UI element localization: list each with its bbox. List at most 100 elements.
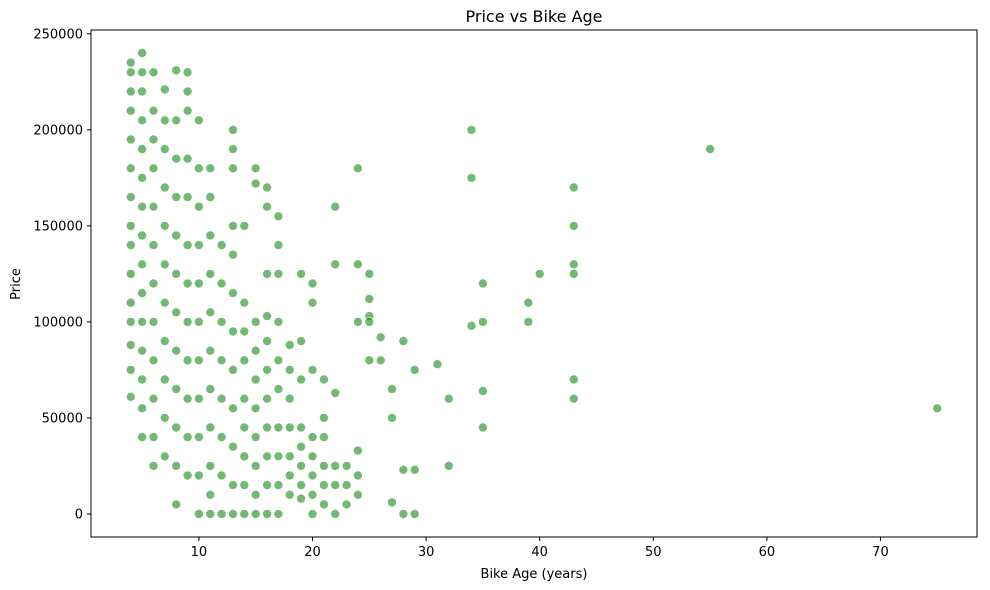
data-point <box>205 230 216 241</box>
data-point <box>137 86 147 97</box>
data-point <box>262 201 272 212</box>
data-point <box>205 489 216 500</box>
data-point <box>273 317 284 327</box>
data-point <box>148 105 159 116</box>
data-point <box>171 307 181 318</box>
data-point <box>932 403 943 414</box>
data-point <box>523 297 534 308</box>
data-point <box>194 278 204 289</box>
plot-area <box>90 29 978 538</box>
data-point <box>182 105 193 116</box>
data-point <box>182 153 193 164</box>
data-point <box>137 345 147 356</box>
data-point <box>330 259 341 270</box>
data-point <box>705 144 715 154</box>
data-point <box>148 393 159 404</box>
data-point <box>228 125 238 135</box>
data-point <box>250 461 261 471</box>
data-point <box>137 173 147 183</box>
data-point <box>568 269 579 279</box>
data-point <box>296 422 306 433</box>
data-point <box>375 332 386 343</box>
data-point <box>148 317 159 327</box>
data-point <box>296 269 306 279</box>
data-point <box>466 320 477 331</box>
data-point <box>148 240 159 250</box>
data-point <box>126 317 136 327</box>
data-point <box>228 365 238 375</box>
data-point <box>353 163 363 174</box>
data-point <box>284 451 295 462</box>
data-point <box>126 192 136 202</box>
data-point <box>160 374 170 385</box>
data-point <box>307 451 318 462</box>
data-point <box>228 144 238 154</box>
data-point <box>205 345 216 356</box>
data-point <box>148 134 159 145</box>
data-point <box>239 393 250 404</box>
data-point <box>273 384 284 394</box>
data-point <box>194 201 204 212</box>
data-point <box>284 489 295 500</box>
data-point <box>250 374 261 385</box>
data-point <box>194 470 204 481</box>
data-point <box>534 269 545 279</box>
data-point <box>296 374 306 385</box>
data-point <box>182 278 193 289</box>
data-point <box>284 470 295 481</box>
data-point <box>137 259 147 270</box>
data-point <box>273 422 284 433</box>
data-point <box>216 355 227 366</box>
data-point <box>216 470 227 481</box>
y-axis-label: Price <box>9 268 24 300</box>
data-point <box>160 297 170 308</box>
x-tick-label: 60 <box>759 545 776 560</box>
chart-title: Price vs Bike Age <box>466 7 603 26</box>
data-point <box>160 413 170 423</box>
data-point <box>148 163 159 174</box>
data-point <box>341 499 352 510</box>
data-point <box>262 393 272 404</box>
data-point <box>171 384 181 394</box>
data-point <box>126 163 136 174</box>
data-point <box>250 489 261 500</box>
data-point <box>239 297 250 308</box>
data-point <box>478 278 488 289</box>
data-point <box>296 461 306 471</box>
x-axis-ticks: 10 20 30 40 50 60 70 <box>191 537 889 560</box>
data-point <box>137 403 147 414</box>
data-point <box>194 432 204 442</box>
data-point <box>137 115 147 126</box>
data-point <box>171 499 181 510</box>
data-point <box>182 355 193 366</box>
data-point <box>228 403 238 414</box>
data-point <box>148 355 159 366</box>
data-point <box>250 317 261 327</box>
data-point <box>239 221 250 231</box>
data-point <box>239 326 250 337</box>
data-point <box>353 445 363 456</box>
data-point <box>216 509 227 519</box>
data-point <box>137 144 147 154</box>
data-point <box>353 259 363 270</box>
data-point <box>126 269 136 279</box>
data-point <box>432 359 443 370</box>
data-point <box>216 393 227 404</box>
data-point <box>273 509 284 519</box>
data-point <box>205 461 216 471</box>
data-point <box>216 432 227 442</box>
data-point <box>171 461 181 471</box>
data-point <box>205 192 216 202</box>
data-point <box>137 230 147 241</box>
data-point <box>126 391 136 402</box>
data-point <box>171 269 181 279</box>
data-point <box>205 163 216 174</box>
y-tick-label: 50000 <box>42 411 83 426</box>
data-point <box>228 288 238 298</box>
data-point <box>319 413 329 423</box>
data-point <box>160 259 170 270</box>
data-point <box>296 441 306 452</box>
x-tick-label: 30 <box>418 545 435 560</box>
data-point <box>250 509 261 519</box>
